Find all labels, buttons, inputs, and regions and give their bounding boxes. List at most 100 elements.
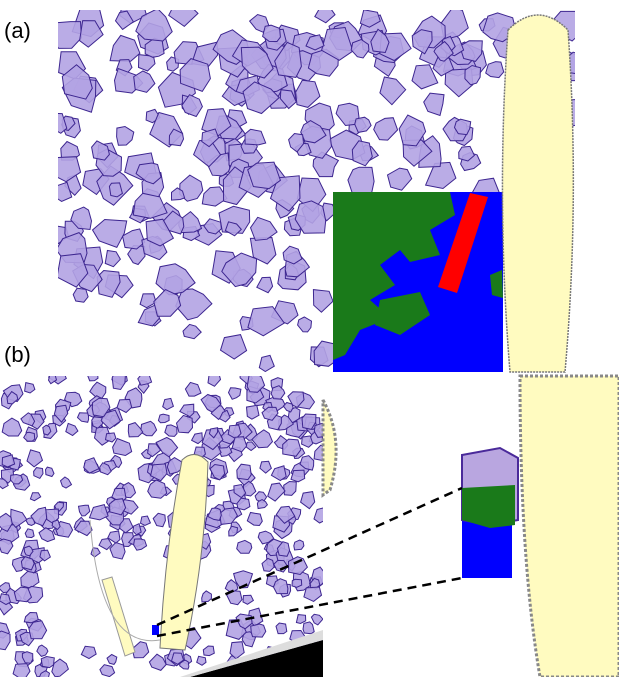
grain: [247, 405, 260, 419]
grain: [0, 631, 10, 650]
grain: [257, 500, 267, 509]
grain: [257, 277, 273, 292]
grain: [259, 355, 274, 371]
grain: [243, 595, 253, 604]
grain: [136, 163, 161, 184]
grain: [229, 388, 241, 400]
grain: [73, 288, 88, 302]
grain: [180, 404, 194, 417]
grain: [192, 433, 203, 444]
grain: [90, 505, 109, 520]
grain: [134, 539, 147, 550]
grain: [46, 467, 55, 476]
grain: [134, 71, 155, 92]
grain: [229, 526, 238, 536]
grain: [237, 540, 252, 553]
grain: [2, 455, 14, 467]
grain: [112, 372, 125, 389]
grain: [138, 372, 152, 385]
grain: [90, 382, 106, 398]
grain: [163, 398, 174, 409]
grain: [24, 432, 35, 441]
grain: [221, 335, 247, 359]
grain: [185, 382, 201, 396]
grain: [465, 66, 481, 85]
grain: [313, 290, 333, 313]
grain: [315, 6, 335, 23]
grain: [455, 119, 471, 134]
grain: [296, 615, 305, 624]
grain: [158, 414, 169, 423]
grain: [10, 475, 22, 484]
grain: [25, 529, 34, 538]
grain: [232, 437, 247, 452]
grain: [106, 433, 116, 442]
probe-a: [502, 15, 573, 372]
grain: [109, 183, 122, 197]
grain: [27, 450, 43, 467]
grain: [176, 289, 212, 320]
grain: [34, 468, 43, 479]
grain: [165, 425, 177, 437]
grain: [169, 1, 198, 26]
zoom-b: [323, 376, 619, 677]
grain: [88, 371, 98, 381]
grain: [43, 425, 51, 435]
grain: [177, 415, 193, 432]
grain: [486, 62, 504, 78]
panel-label: (b): [4, 342, 31, 367]
grain: [21, 571, 39, 588]
grain: [298, 317, 312, 332]
grain: [107, 655, 117, 665]
grain: [374, 118, 398, 140]
grain: [291, 470, 305, 482]
grain: [66, 423, 78, 435]
grain: [263, 25, 281, 41]
grain: [91, 548, 100, 557]
grain: [52, 520, 60, 530]
grain: [141, 516, 151, 526]
grain: [271, 466, 286, 481]
grain: [284, 482, 297, 496]
inset-a: [333, 192, 503, 372]
grain: [37, 645, 48, 656]
grain: [304, 587, 322, 601]
grain: [13, 664, 30, 677]
grain: [197, 656, 206, 665]
grain: [105, 251, 120, 267]
grain: [202, 591, 212, 602]
grain: [237, 464, 251, 479]
grain: [79, 505, 90, 516]
grain: [61, 477, 72, 488]
grain: [283, 439, 301, 456]
grain: [296, 80, 320, 107]
grain: [301, 492, 315, 509]
panel-label: (a): [4, 18, 31, 43]
grain: [39, 528, 55, 542]
grain: [183, 324, 201, 338]
grain: [303, 622, 314, 634]
grain: [245, 129, 266, 145]
grain: [348, 167, 374, 194]
grain: [49, 113, 67, 133]
grain: [153, 513, 165, 526]
grain: [110, 35, 140, 61]
grain: [302, 436, 313, 447]
grain: [128, 423, 143, 437]
grain: [141, 421, 157, 435]
grain: [156, 437, 178, 457]
grain: [0, 539, 13, 554]
grain: [388, 168, 412, 190]
grain: [276, 623, 287, 634]
grain: [149, 654, 166, 670]
grain: [260, 461, 272, 473]
grain: [41, 657, 54, 668]
grain: [251, 217, 278, 240]
grain: [78, 413, 89, 423]
grain: [294, 540, 304, 550]
grain: [355, 117, 371, 132]
grain: [30, 493, 40, 501]
grain: [25, 383, 35, 393]
grain: [268, 483, 285, 501]
grain: [283, 403, 293, 413]
